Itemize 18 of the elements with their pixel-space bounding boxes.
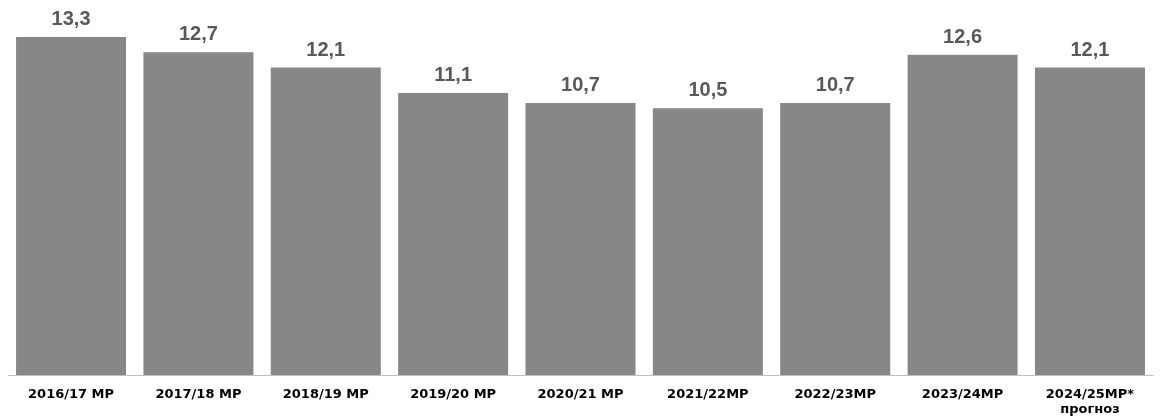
x-tick-label: 2017/18 МР [155,385,242,401]
x-tick-label: 2023/24МР [921,385,1004,401]
data-label: 12,1 [1070,37,1110,60]
x-tick-label: 2020/21 МР [537,385,624,401]
x-tick-label: 2018/19 МР [282,385,369,401]
data-label: 12,6 [943,24,983,47]
data-label: 12,7 [178,22,218,45]
data-label: 12,1 [306,37,346,60]
data-label: 10,7 [561,73,600,96]
x-tick-label: 2021/22МР [667,385,749,401]
x-tick-label: 2016/17 МР [28,385,115,401]
data-label: 13,3 [51,7,91,30]
x-tick-label: 2019/20 МР [410,385,497,401]
x-tick-label: 2024/25МР* прогноз [1045,385,1135,416]
data-label: 10,7 [815,73,855,96]
data-label: 10,5 [688,78,728,101]
data-label: 11,1 [434,62,473,85]
x-tick-label: 2022/23МР [794,385,876,401]
